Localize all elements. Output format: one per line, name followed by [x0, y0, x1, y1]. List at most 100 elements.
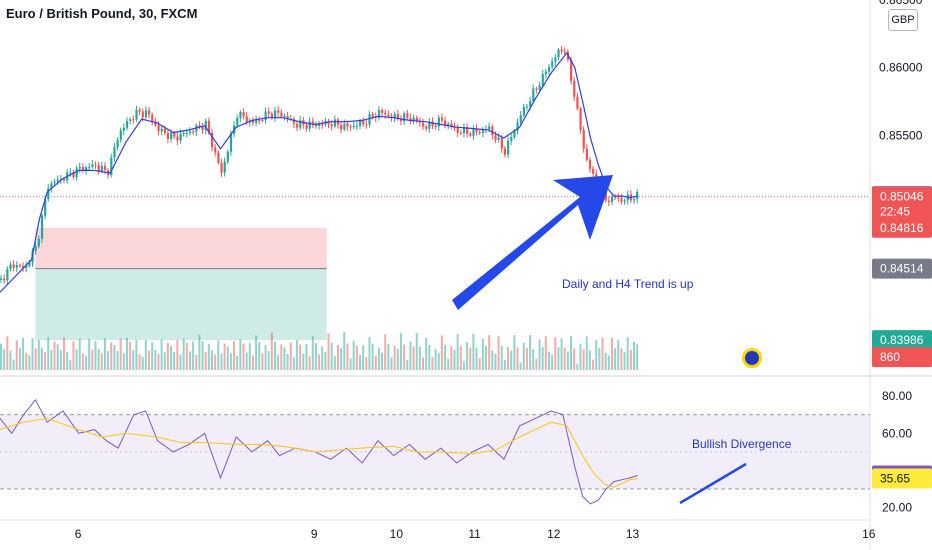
volume-bar — [141, 356, 144, 370]
volume-bar — [525, 348, 528, 370]
candle-body — [409, 117, 412, 121]
candle-body — [377, 110, 381, 118]
volume-bar — [614, 348, 617, 370]
candle-body — [286, 115, 289, 119]
volume-bar — [248, 342, 251, 370]
candle-body — [472, 128, 475, 136]
candle-body — [415, 117, 418, 122]
volume-bar — [541, 347, 544, 370]
volume-bar — [113, 345, 116, 370]
volume-tag[interactable] — [872, 347, 932, 368]
last-price-tag[interactable] — [872, 186, 932, 207]
candle-body — [15, 265, 18, 268]
candle-body — [119, 130, 122, 140]
volume-bar — [69, 360, 72, 370]
candle-body — [513, 130, 516, 138]
volume-bar — [267, 351, 270, 370]
volume-bar — [37, 339, 40, 370]
volume-bar — [170, 345, 173, 370]
volume-bar — [607, 355, 610, 370]
candle-body — [573, 80, 576, 97]
volume-bar — [305, 344, 308, 370]
candle-body — [160, 128, 163, 132]
candle-body — [393, 113, 396, 118]
volume-bar — [44, 352, 47, 370]
volume-bar — [144, 340, 147, 370]
candle-body — [239, 112, 242, 119]
candle-body — [299, 120, 302, 128]
candle-body — [308, 121, 311, 129]
volume-bar — [9, 350, 12, 370]
rsi-ma-line — [0, 417, 638, 488]
candle-body — [25, 266, 28, 269]
candle-body — [85, 167, 88, 171]
take-profit-zone[interactable] — [35, 268, 327, 341]
candle-body — [592, 168, 595, 174]
candle-body — [447, 123, 450, 125]
last-price-tag-label: 0.85046 — [880, 190, 924, 204]
time-tick-label: 16 — [862, 527, 876, 541]
candle-body — [251, 120, 255, 123]
volume-bar — [362, 345, 365, 370]
volume-bar — [50, 349, 53, 370]
candle-body — [12, 264, 15, 268]
volume-bar — [579, 343, 582, 370]
candle-body — [620, 197, 623, 202]
candle-body — [456, 127, 459, 133]
candle-body — [576, 96, 579, 109]
stop-loss-zone[interactable] — [35, 227, 327, 269]
trend-arrow[interactable] — [452, 175, 613, 310]
volume-bar — [154, 349, 157, 370]
candle-body — [50, 183, 53, 189]
volume-bar — [330, 342, 333, 370]
volume-bar — [412, 346, 415, 370]
rsi-ma-tag[interactable] — [872, 468, 932, 489]
candle-body — [53, 181, 56, 184]
time-tick-label: 11 — [468, 527, 481, 541]
candle-body — [403, 113, 406, 122]
candle-body — [22, 266, 25, 269]
volume-bar — [554, 337, 557, 370]
volume-bar — [384, 334, 387, 370]
candle-body — [459, 132, 463, 134]
candle-body — [116, 139, 119, 148]
candle-body — [185, 132, 189, 134]
volume-bar — [570, 336, 573, 370]
volume-bar — [453, 349, 456, 370]
entry-price-tag[interactable] — [872, 258, 932, 279]
currency-button[interactable]: GBP — [888, 9, 918, 31]
candle-body — [273, 110, 277, 118]
volume-bar — [25, 352, 28, 370]
divergence-line[interactable] — [679, 462, 747, 505]
stop-loss-tag[interactable] — [872, 217, 932, 238]
candle-body — [560, 49, 563, 52]
candle-body — [507, 140, 510, 155]
candle-body — [431, 121, 434, 126]
candle-body — [359, 120, 362, 126]
volume-bar — [390, 357, 393, 370]
volume-bar — [195, 354, 198, 370]
candle-body — [135, 109, 138, 120]
volume-bar — [462, 361, 465, 370]
volume-bar — [264, 345, 267, 370]
rsi-tick-label: 80.00 — [882, 389, 912, 403]
candle-body — [182, 132, 185, 134]
volume-bar — [377, 347, 380, 370]
volume-bar — [122, 353, 125, 370]
volume-bar — [85, 356, 88, 370]
volume-bar — [289, 342, 292, 370]
candle-body — [434, 125, 437, 127]
candle-body — [78, 166, 81, 169]
volume-bar — [160, 339, 163, 370]
volume-bar — [472, 334, 475, 370]
volume-bar — [292, 357, 295, 370]
candle-body — [538, 85, 541, 90]
countdown-tag[interactable] — [872, 201, 932, 222]
volume-bar — [273, 341, 276, 370]
candle-body — [277, 110, 280, 113]
candle-body — [516, 122, 519, 131]
candle-body — [497, 137, 500, 140]
target-price-tag[interactable] — [872, 330, 932, 351]
volume-bar — [318, 354, 321, 370]
